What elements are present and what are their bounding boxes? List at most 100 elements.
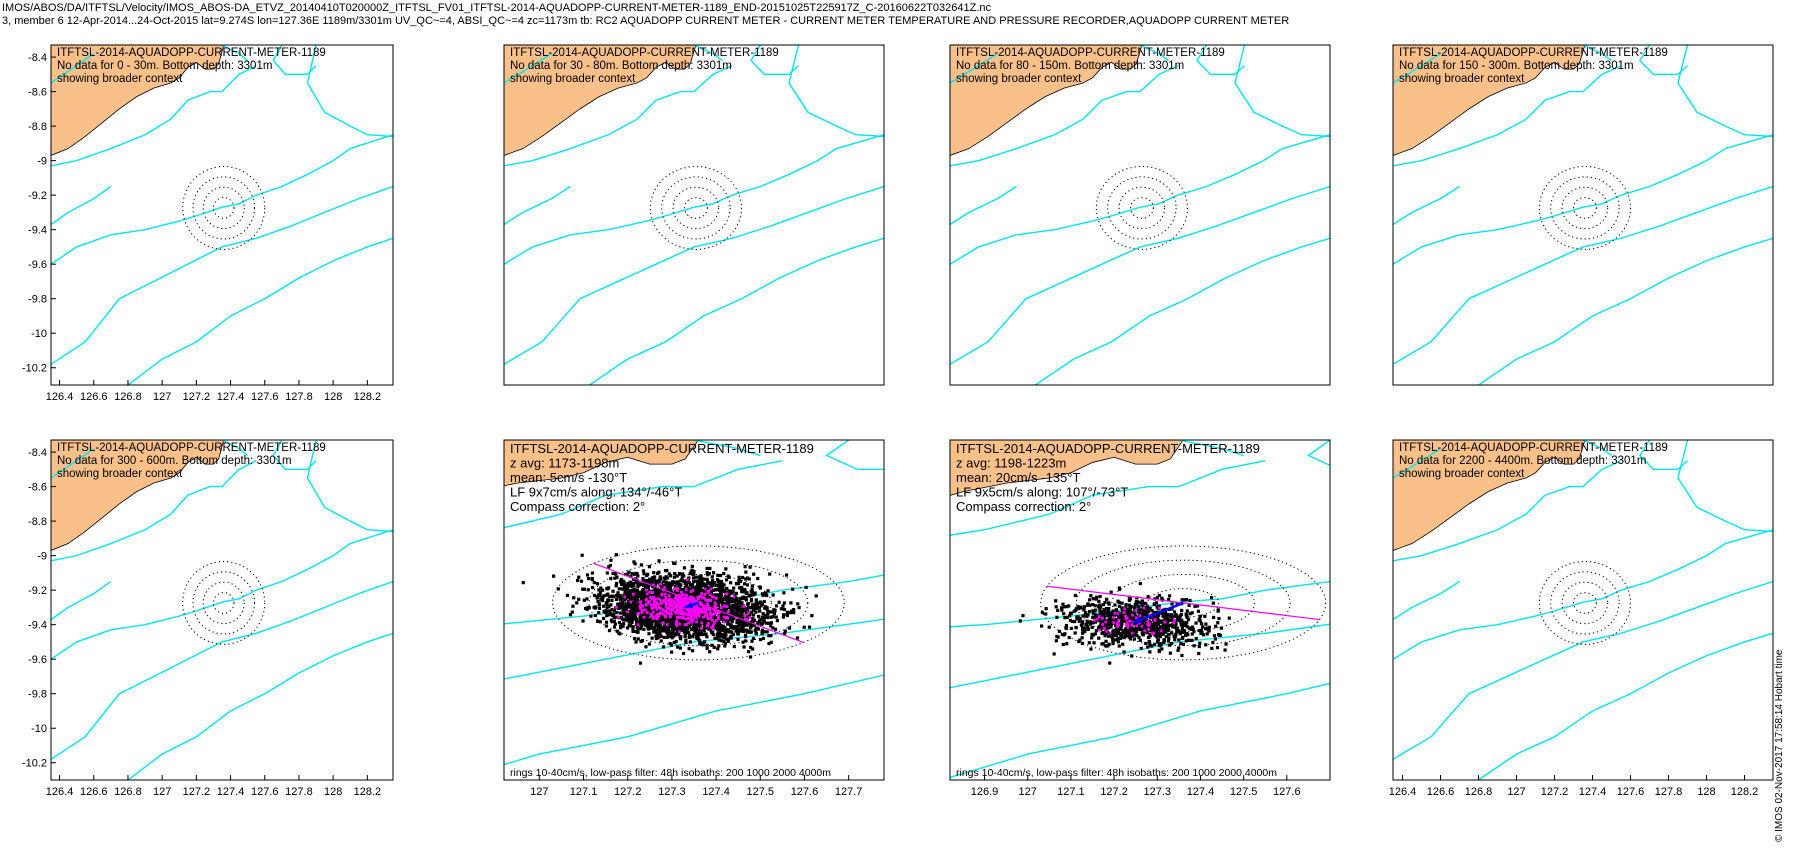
scatter-point xyxy=(598,590,602,594)
scatter-point xyxy=(679,618,683,622)
ring-2 xyxy=(1561,186,1609,230)
scatter-point xyxy=(630,617,634,621)
scatter-point xyxy=(1155,629,1159,633)
scatter-point xyxy=(629,574,633,579)
lowpass-point xyxy=(682,605,686,609)
scatter-point xyxy=(647,624,652,628)
scatter-point xyxy=(1085,623,1089,627)
scatter-point xyxy=(726,639,730,644)
lowpass-point xyxy=(1104,630,1108,634)
lowpass-point xyxy=(1159,629,1163,633)
panel-info-line: mean: 5cm/s -130°T xyxy=(510,470,627,485)
isobath-6 xyxy=(504,185,571,226)
ring-2 xyxy=(202,186,245,230)
scatter-point xyxy=(626,595,631,599)
scatter-point xyxy=(1165,625,1170,629)
scatter-point xyxy=(713,581,717,585)
scatter-point xyxy=(718,586,722,590)
scatter-point xyxy=(626,603,630,607)
scatter-point xyxy=(1054,639,1058,643)
scatter-point xyxy=(657,578,661,582)
scatter-point xyxy=(1062,605,1066,609)
scatter-point xyxy=(658,575,662,579)
scatter-point xyxy=(620,587,624,591)
scatter-point xyxy=(626,587,630,591)
scatter-point xyxy=(611,614,615,618)
scatter-point xyxy=(1148,629,1152,633)
scatter-point xyxy=(1188,627,1192,631)
scatter-point xyxy=(1114,629,1118,634)
scatter-point xyxy=(641,588,646,593)
lowpass-point xyxy=(663,609,667,613)
scatter-point xyxy=(723,636,727,640)
panel-info-line: Compass correction: 2° xyxy=(956,499,1091,514)
scatter-point xyxy=(1079,623,1083,627)
lowpass-point xyxy=(715,596,718,600)
ring-4 xyxy=(1040,545,1327,661)
scatter-point xyxy=(757,619,762,623)
scatter-point xyxy=(664,621,668,625)
scatter-point xyxy=(1177,646,1181,650)
scatter-point xyxy=(1106,626,1110,630)
scatter-point xyxy=(1136,604,1140,608)
scatter-point xyxy=(769,624,773,628)
lowpass-point xyxy=(651,616,655,620)
scatter-point xyxy=(649,619,653,623)
scatter-point xyxy=(666,596,670,600)
panel-4: ITFTSL-2014-AQUADOPP-CURRENT-METER-1189N… xyxy=(1392,44,1774,386)
scatter-point xyxy=(769,634,773,638)
scatter-point xyxy=(671,596,675,600)
scatter-point xyxy=(711,580,715,584)
scatter-point xyxy=(619,598,623,602)
scatter-point xyxy=(1054,599,1058,603)
scatter-point xyxy=(637,603,641,607)
scatter-point xyxy=(1175,626,1179,631)
isobath-2 xyxy=(51,460,257,562)
lowpass-point xyxy=(685,578,689,582)
plot-area xyxy=(51,45,393,385)
panel-1: -8.4-8.6-8.8-9-9.2-9.4-9.6-9.8-10-10.212… xyxy=(22,44,394,403)
ring-3 xyxy=(661,176,731,240)
scatter-point xyxy=(742,588,746,592)
scatter-point xyxy=(742,596,746,601)
scatter-point xyxy=(636,585,640,589)
scatter-point xyxy=(691,576,696,580)
scatter-point xyxy=(1188,598,1192,603)
scatter-point xyxy=(751,617,755,621)
lowpass-point xyxy=(669,615,672,619)
lowpass-point xyxy=(732,595,736,598)
lowpass-point xyxy=(714,603,718,607)
scatter-point xyxy=(767,610,772,614)
plot-area xyxy=(51,440,393,780)
scatter-point xyxy=(1055,615,1059,619)
lowpass-point xyxy=(1142,606,1146,610)
isobath-6 xyxy=(51,580,112,621)
scatter-point xyxy=(640,623,644,627)
scatter-point xyxy=(605,599,610,603)
scatter-point xyxy=(1130,629,1135,634)
scatter-point xyxy=(668,634,672,639)
scatter-point xyxy=(710,583,715,588)
scatter-point xyxy=(1200,630,1204,635)
scatter-point xyxy=(705,596,709,601)
x-tick-label: 127.6 xyxy=(251,391,279,403)
scatter-point xyxy=(626,572,630,576)
scatter-point xyxy=(1101,611,1105,615)
scatter-point xyxy=(1126,630,1130,634)
lowpass-point xyxy=(660,592,664,596)
scatter-point xyxy=(782,601,786,605)
x-tick-label: 127.4 xyxy=(1579,786,1607,798)
scatter-point xyxy=(659,603,663,607)
scatter-point xyxy=(629,592,634,596)
scatter-point xyxy=(724,612,728,617)
scatter-point xyxy=(1069,626,1073,631)
scatter-point xyxy=(779,607,784,611)
scatter-point xyxy=(1190,632,1194,636)
lowpass-point xyxy=(654,614,658,618)
lowpass-point xyxy=(655,617,659,621)
scatter-point xyxy=(804,585,808,590)
scatter-point xyxy=(662,615,666,620)
scatter-point xyxy=(1139,608,1143,612)
x-tick-label: 126.4 xyxy=(46,391,74,403)
scatter-point xyxy=(1152,610,1156,615)
